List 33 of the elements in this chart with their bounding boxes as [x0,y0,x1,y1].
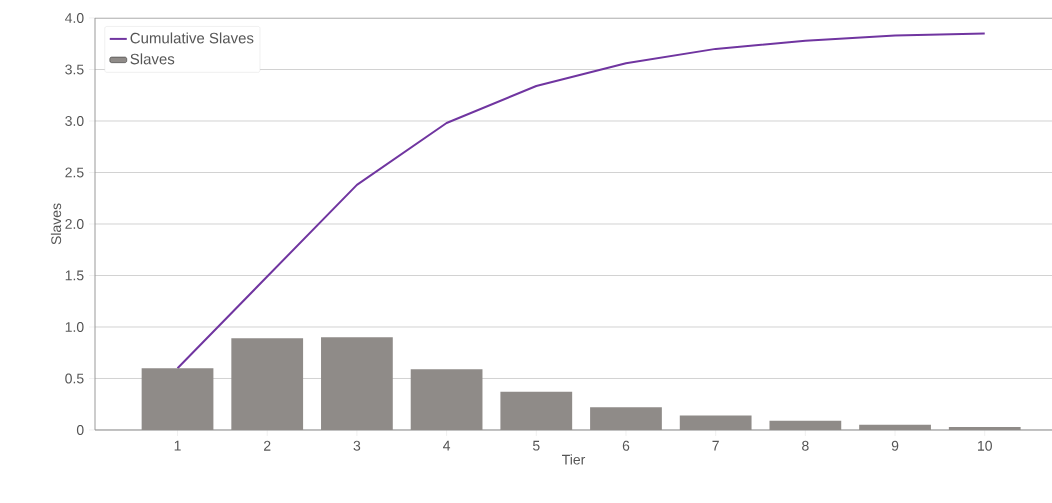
bar [679,415,752,430]
x-axis-title: Tier [562,454,586,465]
x-tick-label: 8 [802,440,809,451]
x-tick-label: 6 [622,440,630,451]
bar [948,426,1021,430]
y-axis-title: Slaves [50,203,62,245]
x-tick-label: 10 [978,440,992,451]
y-tick-label: 2.0 [65,219,84,229]
x-tick-label: 1 [174,440,181,451]
bar [769,420,842,430]
y-tick-label: 0.5 [65,373,84,384]
x-tick-label: 9 [891,440,899,451]
bar [231,338,304,430]
y-tick-label: 2.5 [65,167,84,178]
bar [859,424,931,430]
y-tick-label: 4.0 [65,13,84,23]
x-tick-label: 3 [353,440,361,451]
y-tick-label: 3.0 [65,116,84,126]
y-tick-label: 0 [76,425,84,435]
legend-label: Slaves [130,53,175,65]
x-tick-label: 7 [712,440,719,451]
y-tick-label: 3.5 [65,64,84,75]
bar [500,391,573,430]
y-tick-label: 1.0 [65,322,84,332]
x-tick-label: 2 [264,440,271,451]
legend-label: Cumulative Slaves [130,32,254,44]
bar [410,369,483,430]
bar [321,337,393,430]
bar [590,407,662,430]
y-tick-label: 1.5 [65,270,84,281]
x-tick-label: 5 [532,440,540,451]
x-tick-label: 4 [443,440,451,451]
bar [141,368,214,430]
